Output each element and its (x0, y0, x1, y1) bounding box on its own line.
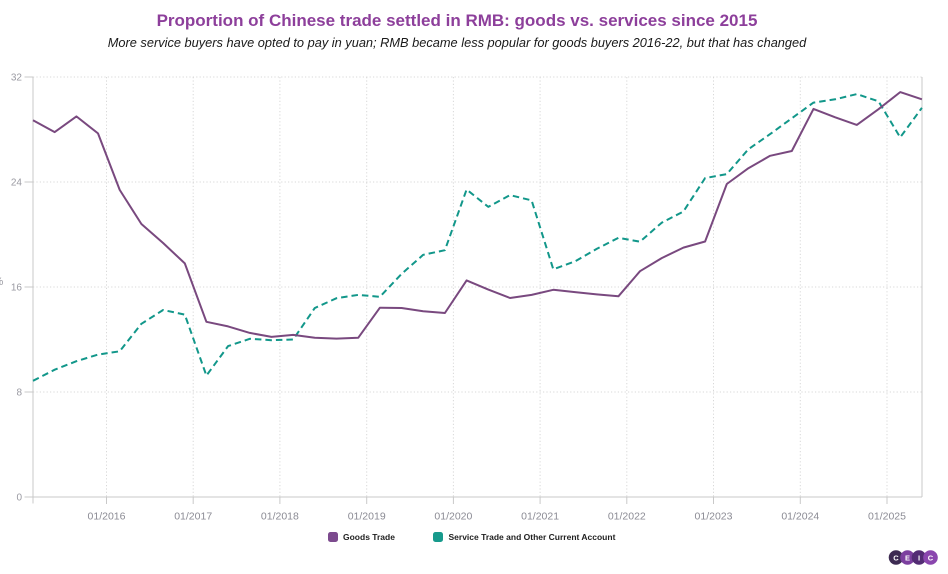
svg-text:C: C (928, 553, 934, 562)
svg-text:24: 24 (11, 178, 23, 189)
svg-text:C: C (893, 553, 899, 562)
svg-text:E: E (905, 553, 910, 562)
svg-text:8: 8 (16, 388, 22, 399)
svg-text:01/2025: 01/2025 (868, 511, 906, 523)
svg-text:01/2019: 01/2019 (348, 511, 386, 523)
svg-text:I: I (918, 553, 920, 562)
svg-text:01/2024: 01/2024 (781, 511, 819, 523)
svg-text:01/2016: 01/2016 (88, 511, 126, 523)
svg-text:01/2017: 01/2017 (174, 511, 212, 523)
svg-text:01/2022: 01/2022 (608, 511, 646, 523)
svg-text:01/2023: 01/2023 (695, 511, 733, 523)
svg-text:16: 16 (11, 283, 23, 294)
svg-text:01/2018: 01/2018 (261, 511, 299, 523)
svg-text:%: % (0, 276, 4, 288)
svg-text:01/2020: 01/2020 (434, 511, 472, 523)
svg-text:01/2021: 01/2021 (521, 511, 559, 523)
svg-text:32: 32 (11, 73, 23, 84)
svg-text:0: 0 (16, 493, 22, 504)
